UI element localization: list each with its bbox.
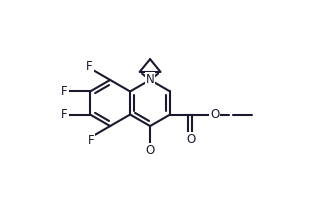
Text: O: O xyxy=(146,144,155,157)
Text: F: F xyxy=(61,108,68,121)
Text: F: F xyxy=(61,85,68,98)
Text: F: F xyxy=(87,134,94,147)
Text: F: F xyxy=(86,60,93,73)
Text: O: O xyxy=(186,133,195,146)
Text: N: N xyxy=(146,73,155,87)
Text: O: O xyxy=(210,108,220,121)
